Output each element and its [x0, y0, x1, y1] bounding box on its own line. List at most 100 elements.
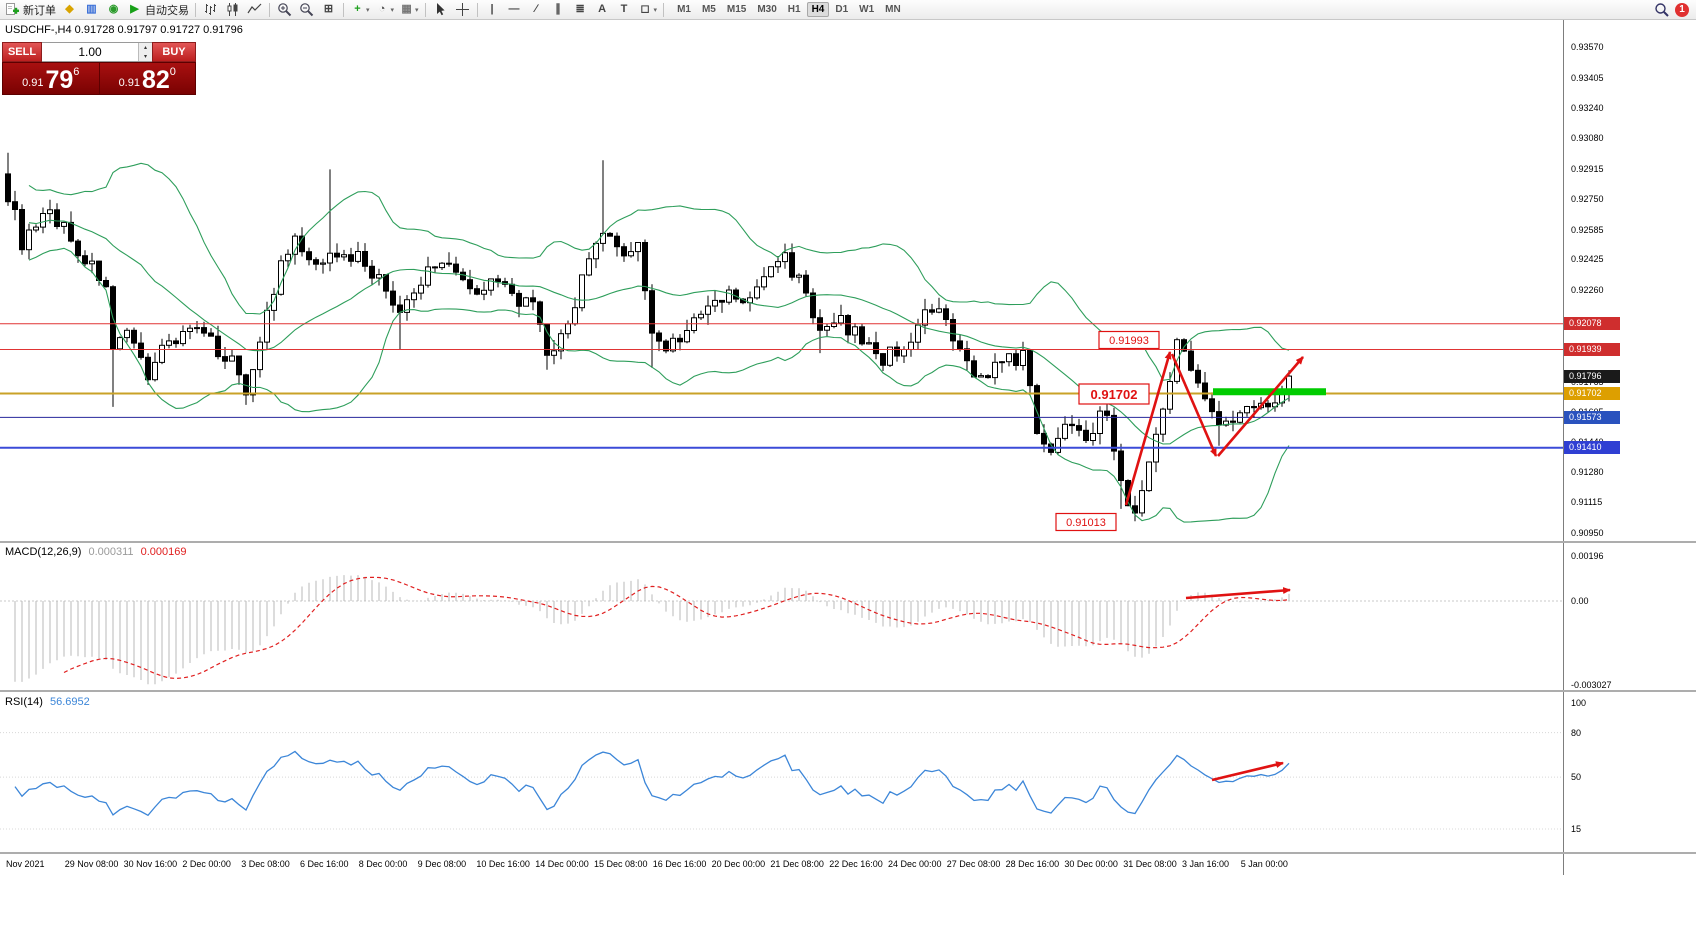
metaeditor-button[interactable]: ◆: [59, 1, 80, 19]
indicators-button[interactable]: + ▾: [348, 1, 372, 19]
zoom-in-button[interactable]: [274, 1, 295, 19]
time-axis-label: 16 Dec 16:00: [652, 859, 707, 869]
timeframe-m5-button[interactable]: M5: [701, 4, 716, 15]
zoom-in-icon: [277, 2, 292, 17]
timeframe-d1-button[interactable]: D1: [835, 4, 849, 15]
vertical-line-button[interactable]: |: [482, 1, 503, 19]
new-order-icon: [5, 2, 20, 17]
timeframe-w1-button[interactable]: W1: [859, 4, 875, 15]
timeframe-m15-button[interactable]: M15: [726, 4, 747, 15]
time-axis-label: 21 Dec 08:00: [770, 859, 824, 869]
buy-price-pip: 0: [169, 66, 176, 78]
metaeditor-icon: ◆: [65, 3, 74, 15]
macd-scale-label: 0.00196: [1571, 551, 1604, 561]
buy-price-prefix: 0.91: [118, 77, 140, 89]
analyst-annotations[interactable]: 0.91993 0.91702 0.91013: [1055, 330, 1304, 782]
time-axis-label: 3 Dec 08:00: [241, 859, 290, 869]
macd-scale-label: 0.00: [1571, 596, 1589, 606]
horizontal-level-lines[interactable]: [0, 323, 1563, 449]
templates-icon: ▦: [401, 3, 412, 15]
price-scale[interactable]: 0.93570 0.93405 0.93240 0.93080 0.92915 0.927…: [1563, 20, 1696, 875]
shapes-button[interactable]: ◻ ▾: [636, 1, 660, 19]
macd-header: MACD(12,26,9) 0.000311 0.000169: [5, 546, 187, 558]
trendline-icon: ∕: [535, 3, 537, 15]
time-axis[interactable]: Nov 2021 29 Nov 08:00 30 Nov 16:00 2 Dec 00…: [0, 855, 1563, 875]
price-scale-label: 0.93080: [1571, 132, 1604, 143]
text-icon: A: [598, 3, 607, 15]
sell-price-big: 79: [45, 66, 74, 94]
notifications-badge[interactable]: 1: [1675, 2, 1689, 17]
timeframe-m1-button[interactable]: M1: [677, 4, 691, 15]
bar-chart-button[interactable]: [200, 1, 221, 19]
horizontal-line-button[interactable]: —: [504, 1, 525, 19]
price-tag: 0.91939: [1564, 343, 1620, 357]
time-axis-label: 28 Dec 16:00: [1005, 859, 1060, 869]
volume-decrease-button[interactable]: ▾: [139, 52, 152, 61]
price-scale-label: 0.91115: [1571, 497, 1603, 508]
line-chart-button[interactable]: [244, 1, 265, 19]
timeframe-mn-button[interactable]: MN: [885, 4, 901, 15]
new-order-button[interactable]: 新订单: [3, 1, 58, 19]
dropdown-caret-icon: ▾: [390, 6, 395, 14]
price-tag: 0.91410: [1564, 441, 1620, 455]
fibonacci-button[interactable]: ≣: [570, 1, 591, 19]
time-axis-divider[interactable]: [0, 852, 1696, 854]
macd-panel-divider[interactable]: [0, 541, 1696, 543]
time-axis-label: 10 Dec 16:00: [476, 859, 530, 869]
channel-icon: ∥: [555, 3, 561, 15]
rsi-panel-plot[interactable]: [0, 732, 1563, 830]
candles-layer: [5, 152, 1292, 522]
buy-button[interactable]: BUY: [152, 42, 196, 62]
channel-button[interactable]: ∥: [548, 1, 569, 19]
horizontal-line-icon: —: [508, 3, 520, 15]
macd-name: MACD(12,26,9): [5, 546, 82, 558]
timeframe-h4-button[interactable]: H4: [806, 2, 830, 17]
crosshair-button[interactable]: [452, 1, 473, 19]
shapes-icon: ◻: [640, 3, 650, 15]
rsi-value: 56.6952: [49, 696, 90, 708]
price-scale-label: 0.92750: [1571, 194, 1604, 205]
time-axis-label: 6 Dec 16:00: [300, 859, 349, 869]
toolbar-separator: [663, 2, 665, 17]
main-chart-plot[interactable]: [5, 152, 1292, 523]
time-axis-label: 22 Dec 16:00: [829, 859, 883, 869]
periods-button[interactable]: ◔ ▾: [373, 1, 397, 19]
cursor-icon: [433, 2, 448, 17]
trendline-button[interactable]: ∕: [526, 1, 547, 19]
volume-increase-button[interactable]: ▴: [139, 43, 152, 52]
price-scale-label: 0.92585: [1571, 224, 1604, 235]
chart-area[interactable]: 0.91993 0.91702 0.91013: [0, 20, 1563, 875]
scripts-button[interactable]: ◉: [103, 1, 124, 19]
volume-input[interactable]: 1.00: [78, 45, 102, 59]
buy-price-button[interactable]: 0.91 82 0: [99, 63, 195, 94]
svg-text:0.91993: 0.91993: [1109, 335, 1149, 347]
one-click-trading-panel: SELL 1.00 ▴ ▾ BUY 0.91 79 6 0.91 82 0: [2, 42, 196, 95]
cursor-button[interactable]: [430, 1, 451, 19]
candlestick-chart-button[interactable]: [222, 1, 243, 19]
timeframe-m30-button[interactable]: M30: [757, 4, 777, 15]
candlestick-chart-icon: [225, 2, 240, 17]
rsi-panel-divider[interactable]: [0, 690, 1696, 692]
timeframe-h1-button[interactable]: H1: [787, 4, 801, 15]
tile-windows-button[interactable]: ⊞: [318, 1, 339, 19]
zoom-out-button[interactable]: [296, 1, 317, 19]
price-scale-label: 0.92915: [1571, 163, 1604, 174]
sell-price-button[interactable]: 0.91 79 6: [3, 63, 100, 94]
templates-button[interactable]: ▦ ▾: [397, 1, 421, 19]
sell-price-prefix: 0.91: [22, 77, 44, 89]
price-scale-label: 0.92260: [1571, 285, 1604, 295]
market-watch-icon: ▥: [86, 3, 97, 15]
toolbar-separator: [195, 2, 196, 17]
macd-panel-plot[interactable]: [0, 575, 1563, 685]
market-watch-button[interactable]: ▥: [81, 1, 102, 19]
autotrade-button[interactable]: ▶ 自动交易: [125, 1, 191, 19]
time-axis-label: 29 Nov 08:00: [64, 859, 119, 869]
price-scale-label: 0.92425: [1571, 254, 1604, 265]
search-button[interactable]: [1651, 1, 1672, 19]
macd-main-value: 0.000311: [88, 546, 134, 558]
time-axis-label: 20 Dec 00:00: [711, 859, 766, 869]
tile-windows-icon: ⊞: [323, 3, 334, 15]
text-button[interactable]: A: [592, 1, 613, 19]
label-button[interactable]: T: [614, 1, 635, 19]
sell-button[interactable]: SELL: [2, 42, 42, 62]
